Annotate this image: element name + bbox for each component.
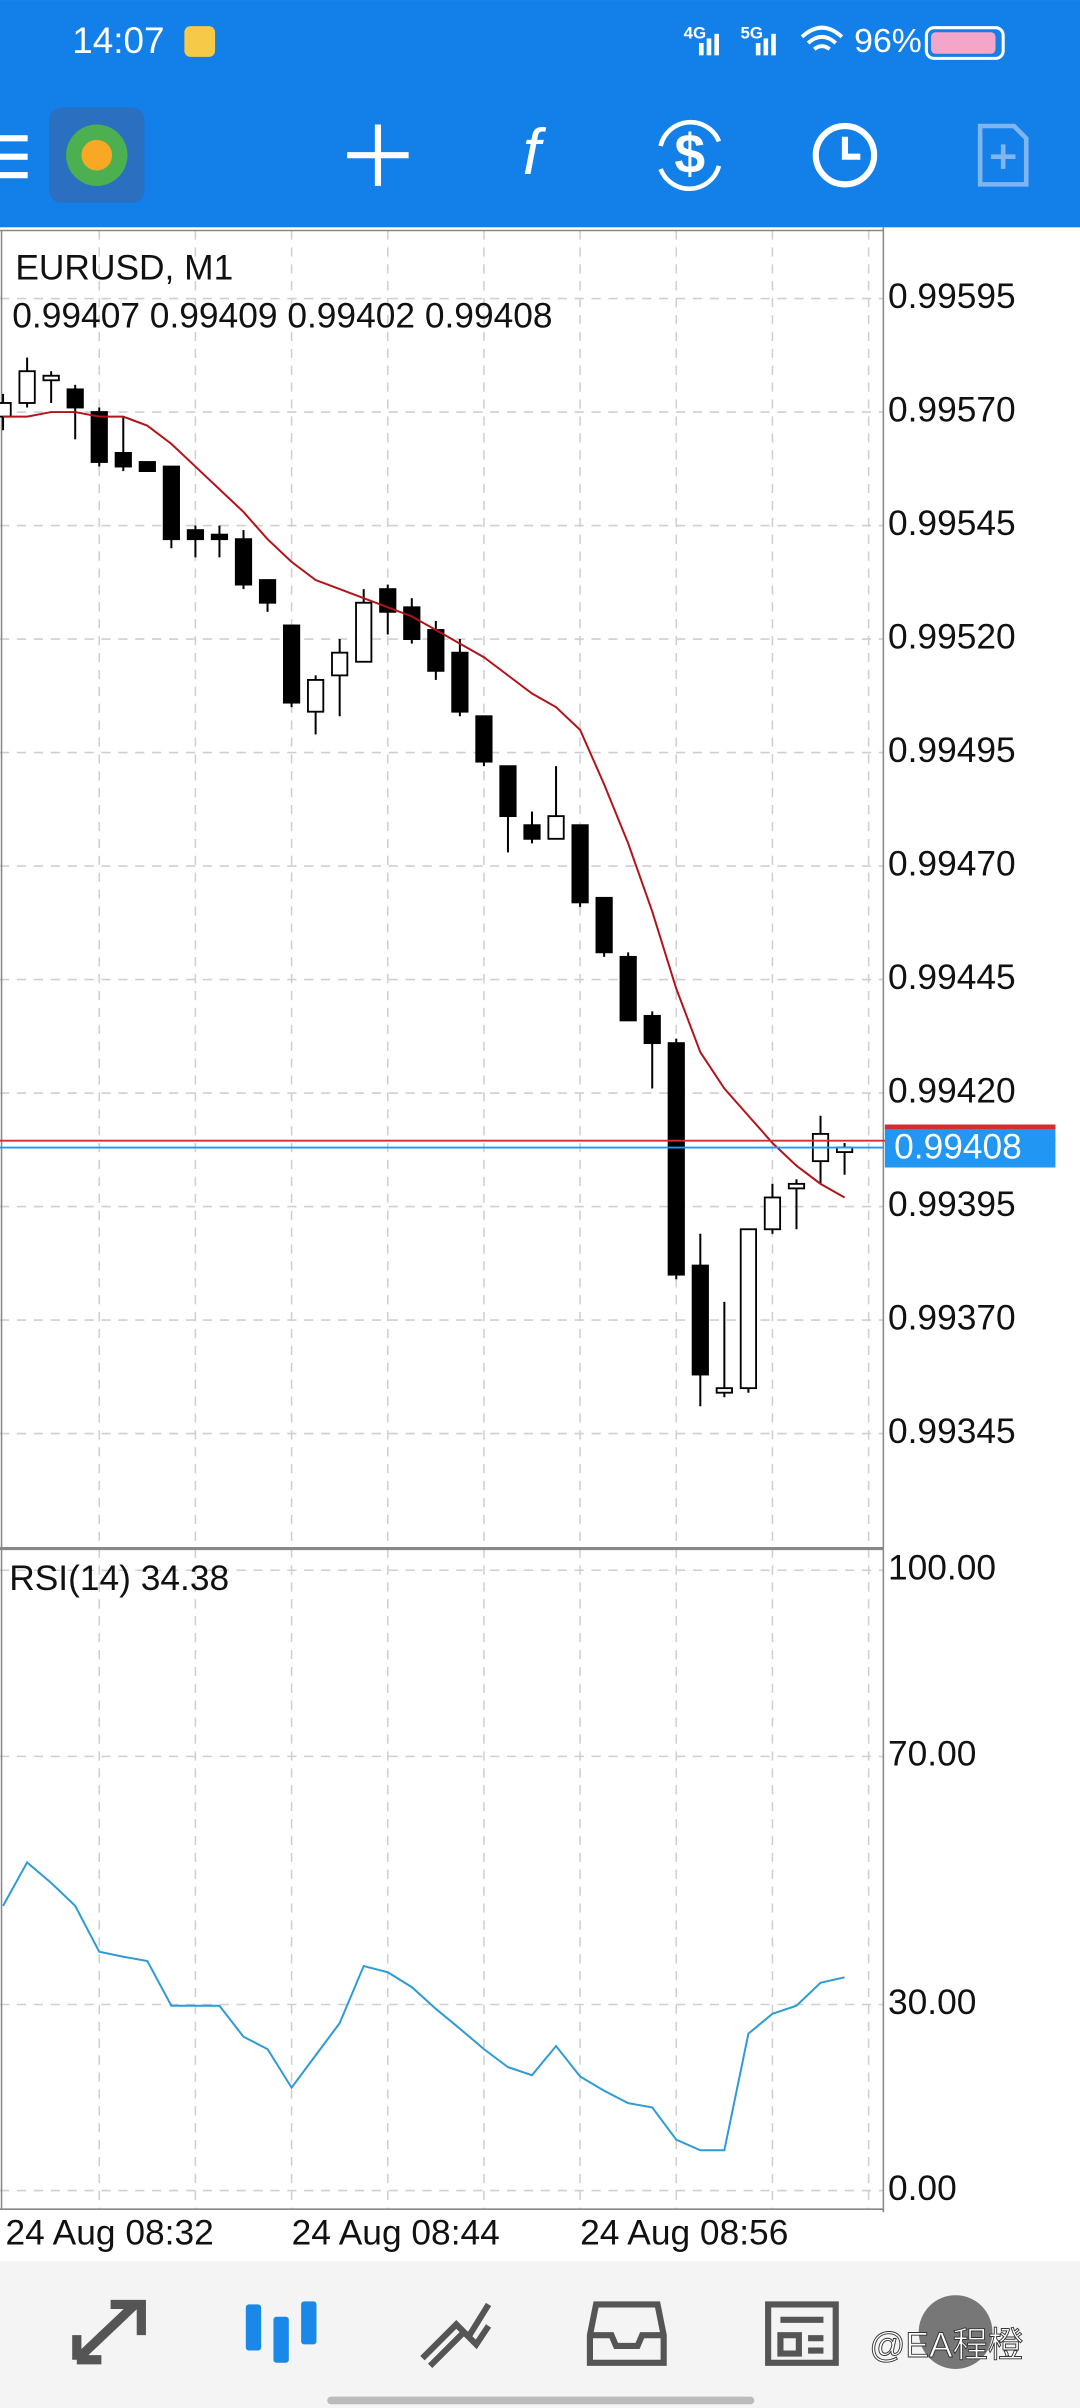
battery-level: 96%	[854, 22, 922, 60]
candle-body	[475, 715, 493, 763]
y-tick-label: 0.99470	[888, 844, 1016, 883]
candle-body	[18, 370, 36, 404]
battery-fill	[930, 32, 996, 54]
x-tick-label: 24 Aug 08:56	[580, 2214, 788, 2253]
network-label: 4G	[684, 23, 707, 42]
y-tick-label: 0.00	[888, 2169, 957, 2208]
bottom-nav	[0, 2261, 1080, 2408]
candle-body	[571, 824, 589, 904]
y-tick-label: 0.99520	[888, 617, 1016, 656]
y-tick-label: 0.99445	[888, 958, 1016, 997]
candle-body	[90, 411, 108, 463]
timeframe-button	[841, 136, 861, 160]
candle-body	[355, 601, 373, 663]
candle-body	[403, 606, 421, 640]
candle-body	[138, 461, 156, 473]
y-tick-label: 70.00	[888, 1735, 976, 1774]
menu-button[interactable]	[0, 135, 28, 142]
trade-button	[658, 119, 722, 192]
line-series	[2, 1860, 845, 2152]
y-tick-label: 0.99570	[888, 390, 1016, 429]
candle-body	[210, 533, 229, 541]
x-tick-label: 24 Aug 08:44	[292, 2214, 500, 2253]
timeframe-button[interactable]	[812, 122, 878, 188]
chart-area	[0, 227, 1080, 2259]
menu-button	[0, 172, 28, 179]
y-tick-label: 0.99395	[888, 1185, 1016, 1224]
candle-body	[667, 1042, 685, 1276]
candle-body	[595, 896, 613, 954]
network-label: 5G	[740, 23, 763, 42]
bid-label: 0.99408	[894, 1127, 1022, 1166]
app-logo	[81, 139, 113, 171]
candle-body	[787, 1182, 806, 1190]
y-tick-label: 0.99495	[888, 731, 1016, 770]
candle-body	[451, 651, 469, 713]
chart-tab[interactable]	[245, 2301, 317, 2363]
candle-body	[66, 388, 84, 409]
status-time: 14:07	[72, 20, 164, 61]
trade-button[interactable]: $	[674, 123, 705, 185]
y-tick-label: 0.99545	[888, 504, 1016, 543]
y-tick-label: 0.99420	[888, 1071, 1016, 1110]
candle-body	[547, 815, 565, 840]
signal-bar	[771, 33, 776, 56]
candle-body	[0, 402, 12, 418]
plot: 0.99345 0.99370 0.99395 0.99420 0.99445 0.994…	[0, 277, 1056, 2253]
candle-body	[643, 1014, 661, 1045]
candle-body	[234, 538, 253, 586]
ask-marker	[884, 1124, 1056, 1130]
candle-body	[282, 624, 301, 704]
signal-bar	[755, 43, 761, 56]
candle-body	[42, 374, 60, 382]
rsi-title: RSI(14) 34.38	[9, 1559, 229, 1598]
candle-body	[331, 651, 349, 677]
trade-tab[interactable]	[420, 2302, 492, 2369]
x-tick-label: 24 Aug 08:32	[6, 2214, 214, 2253]
news-tab[interactable]	[765, 2301, 839, 2366]
chart-title: EURUSD, M1	[15, 249, 233, 288]
signal-bar	[699, 43, 704, 56]
crosshair-button[interactable]	[347, 124, 409, 186]
status-icon	[184, 26, 216, 57]
candle-body	[114, 451, 132, 468]
menu-button	[0, 153, 28, 160]
candle-body	[691, 1264, 709, 1376]
candle-body	[523, 824, 541, 840]
candle-body	[307, 678, 325, 713]
moving-average	[3, 411, 846, 1199]
candle-body	[427, 629, 445, 672]
bid-label-box	[884, 1126, 1056, 1168]
battery-icon	[924, 26, 1005, 60]
chart-subtitle: 0.99407 0.99409 0.99402 0.99408	[12, 296, 552, 335]
wifi-icon	[800, 25, 844, 51]
y-tick-label: 0.99345	[888, 1412, 1016, 1451]
candle-body	[763, 1196, 782, 1231]
y-tick-label: 0.99370	[888, 1298, 1016, 1337]
template-button[interactable]	[977, 123, 1029, 187]
candle-body	[499, 765, 517, 818]
candle-body	[162, 465, 180, 541]
home-indicator	[327, 2396, 755, 2405]
candle-body	[258, 579, 277, 604]
candle-body	[186, 529, 205, 541]
candle-body	[619, 955, 637, 1022]
watermark: @EA程橙	[870, 2326, 1024, 2365]
signal-bar	[763, 38, 769, 56]
y-tick-label: 100.00	[888, 1549, 996, 1588]
app-bar	[0, 0, 1080, 228]
settings-tab[interactable]	[918, 2295, 993, 2369]
y-tick-label: 0.99595	[888, 277, 1016, 316]
quotes-tab[interactable]	[72, 2299, 146, 2365]
signal-bar	[706, 38, 712, 56]
history-tab[interactable]	[586, 2301, 667, 2366]
candle-body	[715, 1387, 733, 1394]
candle-body	[739, 1228, 757, 1390]
signal-bar	[714, 33, 719, 56]
y-tick-label: 30.00	[888, 1983, 976, 2022]
